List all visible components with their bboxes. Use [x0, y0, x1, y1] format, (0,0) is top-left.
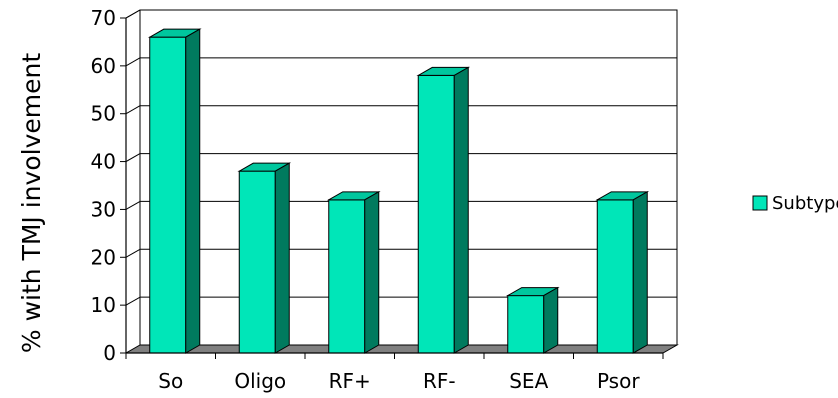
bar [595, 190, 650, 354]
y-tick-label: 0 [103, 341, 116, 365]
y-tick-label: 50 [91, 102, 116, 126]
x-tick-label: RF+ [329, 369, 371, 393]
gridline-side [125, 200, 141, 210]
legend-swatch [752, 195, 768, 211]
x-tick-label: Oligo [234, 369, 286, 393]
y-tick-label: 70 [91, 6, 116, 30]
y-tick-label: 10 [91, 293, 116, 317]
y-axis-label: % with TMJ involvement [17, 53, 46, 353]
bar [147, 28, 202, 354]
gridline-side [125, 9, 141, 19]
y-tick-labels: 0 10 20 30 40 50 60 70 [91, 6, 116, 365]
x-tick-label: RF- [423, 369, 456, 393]
axes [120, 17, 664, 359]
gridline-side [125, 296, 141, 306]
legend: Subtype [752, 193, 838, 214]
bar [237, 162, 292, 354]
bar-front [417, 74, 455, 354]
bars [147, 28, 650, 354]
y-tick-label: 40 [91, 150, 116, 174]
gridline-side [125, 57, 141, 67]
gridline-side [125, 105, 141, 115]
gridline-side [125, 153, 141, 163]
bar-front [507, 295, 545, 354]
gridlines [125, 9, 677, 345]
bar-side [364, 190, 380, 354]
bar-side [632, 190, 648, 354]
bar-front [238, 170, 276, 354]
y-tick-label: 30 [91, 197, 116, 221]
chart-floor [124, 344, 679, 354]
bar-side [453, 66, 469, 354]
bar-front [328, 199, 366, 354]
chart-walls [125, 9, 678, 353]
bar-front [149, 36, 187, 354]
x-tick-label: So [158, 369, 183, 393]
bar-side [274, 162, 290, 354]
y-tick-label: 60 [91, 54, 116, 78]
back-wall-outline [125, 9, 678, 353]
floor-plane [124, 344, 679, 354]
bar [505, 286, 560, 354]
legend-label: Subtype [772, 193, 838, 214]
bar-front [596, 199, 634, 354]
x-tick-labels: So Oligo RF+ RF- SEA Psor [158, 369, 640, 393]
x-tick-label: SEA [509, 369, 548, 393]
gridline-side [125, 248, 141, 258]
y-tick-label: 20 [91, 245, 116, 269]
bar [326, 190, 381, 354]
bar-side [185, 28, 201, 354]
bar [416, 66, 471, 354]
x-tick-label: Psor [597, 369, 640, 393]
bar-side [543, 286, 559, 354]
